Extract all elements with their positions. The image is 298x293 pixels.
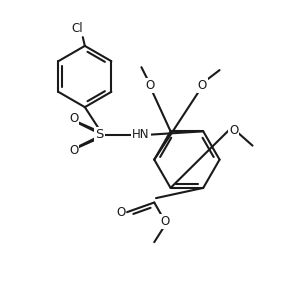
Text: O: O [116,206,125,219]
Text: S: S [95,128,104,141]
Text: O: O [198,79,207,92]
Text: HN: HN [132,128,150,141]
Text: O: O [145,79,154,92]
Text: O: O [69,144,78,157]
Text: O: O [69,112,78,125]
Text: O: O [229,124,238,137]
Text: O: O [160,215,170,228]
Text: Cl: Cl [72,22,83,35]
